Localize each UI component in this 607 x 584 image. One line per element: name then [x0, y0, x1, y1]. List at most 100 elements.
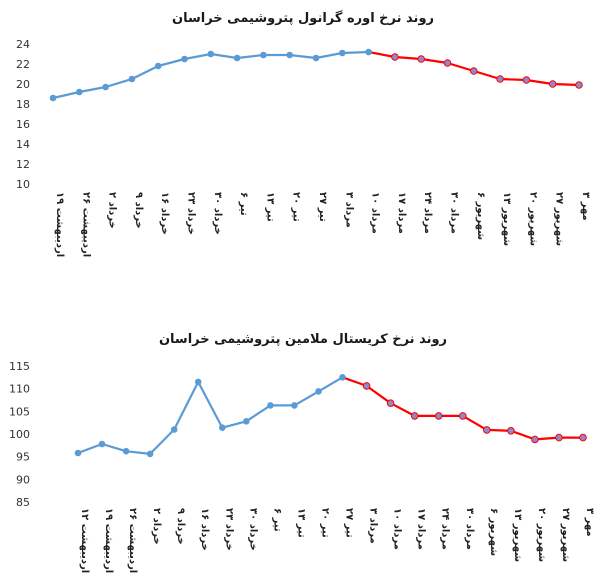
- data-point: [555, 433, 563, 442]
- y-tick-label: 14: [16, 138, 30, 151]
- y-tick-label: 24: [16, 38, 30, 51]
- x-tick-label: ۲ خرداد: [151, 508, 162, 545]
- x-tick-label: ۱۷ مرداد: [416, 508, 427, 550]
- x-tick-label: ۲۶ اردیبهشت: [127, 508, 138, 573]
- data-point: [146, 450, 154, 458]
- data-point: [181, 55, 188, 63]
- y-tick-label: 18: [16, 98, 30, 111]
- y-tick-label: 10: [16, 178, 30, 191]
- x-tick-label: ۳ مرداد: [343, 192, 354, 228]
- x-tick-label: ۱۳ شهریور: [512, 508, 523, 562]
- y-tick-label: 105: [9, 405, 30, 418]
- data-point: [286, 51, 294, 59]
- data-point: [507, 427, 515, 435]
- data-point: [339, 374, 346, 381]
- data-point: [76, 88, 83, 96]
- x-tick-label: ۲۶ اردیبهشت: [80, 192, 91, 257]
- x-tick-label: ۱۳ تیر: [295, 508, 306, 538]
- data-point: [74, 449, 82, 457]
- y-tick-label: 16: [16, 118, 30, 131]
- x-tick-label: ۲۷ تیر: [344, 508, 355, 538]
- x-tick-label: ۱۶ خرداد: [159, 192, 170, 235]
- x-tick-label: ۲۰ تیر: [319, 508, 330, 538]
- data-point: [154, 62, 162, 70]
- y-tick-label: 85: [16, 496, 30, 509]
- x-tick-label: ۹ خرداد: [175, 508, 186, 545]
- x-tick-label: ۱۷ مرداد: [396, 192, 407, 234]
- x-tick-label: ۶ تیر: [238, 192, 249, 216]
- chart-title: روند نرخ اوره گرانول پتروشیمی خراسان: [172, 10, 434, 26]
- data-point: [483, 426, 491, 434]
- data-point: [312, 54, 320, 62]
- data-point: [291, 402, 298, 409]
- data-point: [434, 412, 443, 420]
- x-tick-label: ۲۰ شهریور: [527, 192, 538, 246]
- data-point: [170, 426, 178, 433]
- data-point: [233, 54, 241, 62]
- data-point: [522, 76, 531, 84]
- y-tick-label: 95: [16, 451, 30, 464]
- data-point: [459, 412, 467, 420]
- x-tick-label: ۳ مهر: [584, 508, 595, 537]
- y-tick-label: 110: [9, 383, 30, 396]
- x-tick-label: ۱۰ مرداد: [370, 192, 381, 234]
- x-tick-label: ۲۰ تیر: [291, 192, 302, 222]
- data-point: [194, 378, 202, 386]
- x-tick-label: ۲۰ شهریور: [536, 508, 547, 562]
- data-point: [102, 83, 109, 91]
- data-point: [339, 49, 346, 57]
- x-tick-label: ۳ مرداد: [368, 508, 379, 544]
- x-tick-label: ۳۰ خرداد: [247, 508, 258, 551]
- data-point: [386, 399, 395, 408]
- x-tick-label: ۹ خرداد: [133, 192, 144, 229]
- x-tick-label: ۶ تیر: [271, 508, 282, 532]
- data-point: [579, 433, 587, 442]
- data-point: [219, 424, 226, 432]
- data-point: [128, 75, 136, 83]
- data-point: [315, 388, 322, 395]
- x-tick-label: ۱۲ اردیبهشت: [79, 508, 90, 573]
- x-tick-label: ۱۶ خرداد: [199, 508, 210, 551]
- x-tick-label: ۱۳ تیر: [264, 192, 275, 222]
- data-point: [98, 440, 106, 448]
- data-point: [243, 418, 250, 425]
- x-tick-label: ۲۴ مرداد: [440, 508, 451, 550]
- chart-2: روند نرخ کریستال ملامین پتروشیمی خراسان 1…: [9, 332, 595, 573]
- x-tick-label: ۲۳ خرداد: [186, 192, 197, 235]
- x-tick-label: ۲۴ مرداد: [422, 192, 433, 234]
- x-tick-label: ۱۰ مرداد: [392, 508, 403, 550]
- x-tick-label: ۲۷ شهریور: [560, 508, 571, 562]
- data-point: [122, 447, 130, 455]
- data-point: [417, 55, 426, 63]
- y-tick-label: 115: [9, 360, 30, 373]
- x-tick-label: ۱۳ شهریور: [501, 192, 512, 246]
- data-point: [470, 67, 478, 75]
- x-tick-label: ۳ مهر: [580, 192, 591, 221]
- data-point: [548, 80, 557, 88]
- data-point: [391, 53, 399, 61]
- series-line-highlight: [342, 376, 583, 441]
- chart-title: روند نرخ کریستال ملامین پتروشیمی خراسان: [159, 332, 447, 347]
- data-point: [362, 382, 371, 390]
- data-point: [410, 412, 419, 420]
- y-tick-label: 12: [16, 158, 30, 171]
- x-tick-label: ۲ خرداد: [107, 192, 118, 229]
- x-tick-label: ۳۰ مرداد: [449, 192, 460, 234]
- x-tick-label: ۱۹ اردیبهشت: [54, 192, 65, 257]
- y-tick-label: 22: [16, 58, 30, 71]
- chart-1: روند نرخ اوره گرانول پتروشیمی خراسان 24 22…: [16, 10, 591, 257]
- x-tick-label: ۳۰ مرداد: [464, 508, 475, 550]
- x-tick-label: ۳۰ خرداد: [212, 192, 223, 235]
- x-tick-label: ۶ شهریور: [475, 192, 486, 240]
- y-tick-label: 100: [9, 428, 30, 441]
- data-point: [49, 94, 57, 102]
- data-point: [207, 50, 215, 58]
- data-point: [531, 435, 539, 444]
- data-point: [260, 51, 267, 59]
- x-tick-label: ۱۹ اردیبهشت: [103, 508, 114, 573]
- x-tick-label: ۲۷ شهریور: [554, 192, 565, 246]
- data-point: [365, 48, 372, 56]
- series-line: [77, 376, 344, 455]
- data-point: [443, 59, 452, 67]
